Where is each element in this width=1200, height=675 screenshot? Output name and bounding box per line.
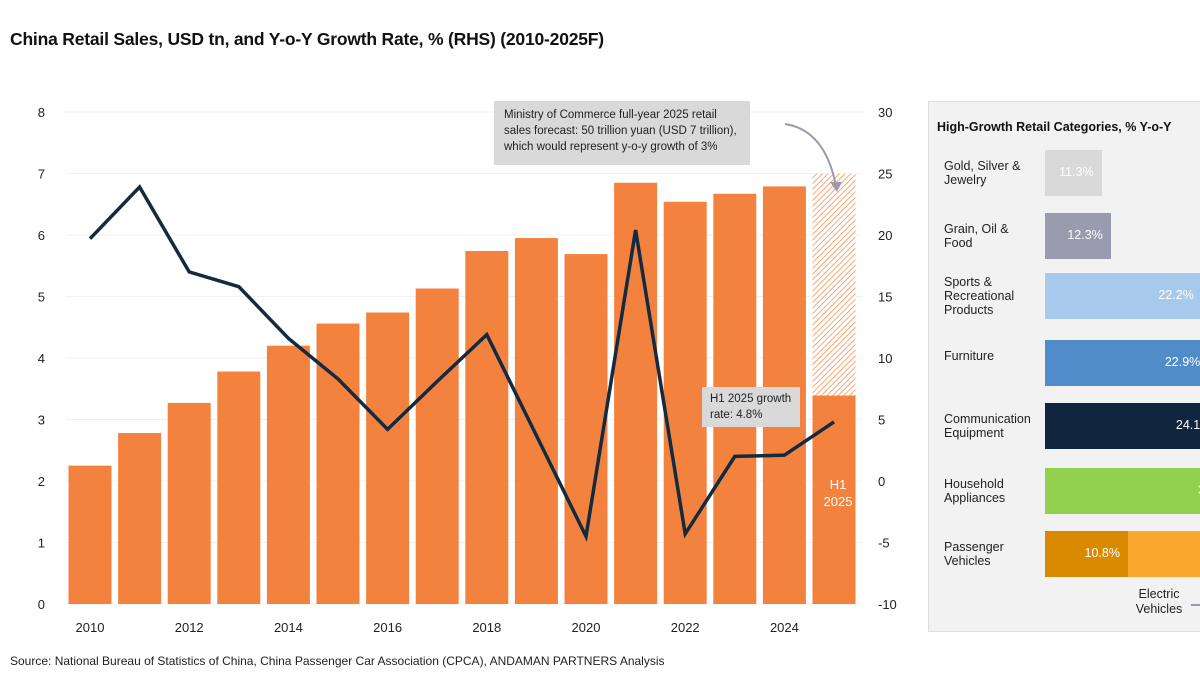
bar-2013 (217, 371, 261, 604)
x-axis-tick: 2014 (274, 620, 303, 635)
category-bar: 24.1% (1045, 403, 1200, 449)
growth-rate-line (88, 184, 835, 543)
source-note: Source: National Bureau of Statistics of… (10, 654, 665, 668)
category-value: 24.1% (1175, 418, 1200, 432)
x-axis-tick: 2024 (770, 620, 799, 635)
category-bar: 3 (1045, 468, 1200, 514)
chart-title: China Retail Sales, USD tn, and Y-o-Y Gr… (10, 29, 604, 49)
x-axis-tick: 2016 (373, 620, 402, 635)
bar-2011 (118, 433, 162, 604)
left-axis-tick: 6 (38, 228, 45, 243)
x-axis-tick: 2022 (671, 620, 700, 635)
panel-title: High-Growth Retail Categories, % Y-o-Y (937, 120, 1172, 134)
x-axis-tick: 2020 (572, 620, 601, 635)
left-axis-tick: 7 (38, 167, 45, 182)
electric-vehicles-label: Electric Vehicles (1135, 587, 1183, 616)
bar-2012 (167, 402, 211, 604)
left-axis-tick: 3 (38, 413, 45, 428)
category-bar: 11.3% (1045, 150, 1102, 196)
bar-2014 (266, 345, 310, 604)
category-value: 22.2% (1158, 288, 1194, 302)
x-axis-tick: 2010 (76, 620, 105, 635)
category-label: Furniture (944, 349, 995, 363)
h1-label: H1 (829, 477, 847, 492)
forecast-arrow (784, 123, 837, 187)
left-axis-tick: 5 (38, 290, 45, 305)
left-axis-tick: 0 (38, 597, 45, 612)
h1-2025-label: H1 2025 (817, 476, 859, 510)
bar-2010 (68, 465, 112, 604)
bar-2018 (465, 250, 509, 605)
category-value: 22.9% (1164, 355, 1200, 369)
left-axis-tick: 8 (38, 105, 45, 120)
forecast-arrowhead-icon (830, 182, 842, 192)
left-axis-tick: 2 (38, 474, 45, 489)
category-bar: 22.9% (1045, 340, 1200, 386)
category-label: Communication Equipment (944, 412, 1031, 440)
bar-2020 (564, 254, 608, 604)
category-bar: 12.3% (1045, 213, 1111, 259)
category-value: 10.8% (1084, 546, 1120, 560)
bar-2017 (415, 288, 459, 604)
x-axis-tick: 2012 (175, 620, 204, 635)
h1-growth-callout: H1 2025 growth rate: 4.8% (702, 387, 800, 427)
right-axis-tick: 20 (878, 228, 892, 243)
right-axis-tick: 5 (878, 413, 885, 428)
category-bar: 22.2% (1045, 273, 1200, 319)
right-axis-tick: 15 (878, 290, 892, 305)
category-label: Sports & Recreational Products (944, 275, 1015, 317)
category-value: 12.3% (1067, 228, 1103, 242)
right-axis-tick: 25 (878, 167, 892, 182)
category-bar: 10.8% (1045, 531, 1128, 577)
right-axis-tick: 30 (878, 105, 892, 120)
category-value: 11.3% (1059, 165, 1094, 179)
category-value: 3 (1198, 483, 1200, 497)
bar-2022 (663, 201, 707, 605)
left-axis-tick: 4 (38, 351, 45, 366)
high-growth-categories-panel: High-Growth Retail Categories, % Y-o-Y G… (928, 101, 1200, 632)
x-axis-tick: 2018 (472, 620, 501, 635)
bar-2019 (514, 238, 558, 604)
right-axis-tick: 10 (878, 351, 892, 366)
right-axis-tick: -5 (878, 536, 890, 551)
category-label: Gold, Silver & Jewelry (944, 159, 1021, 187)
right-axis-tick: -10 (878, 597, 897, 612)
forecast-callout: Ministry of Commerce full-year 2025 reta… (494, 101, 750, 165)
category-label: Passenger Vehicles (944, 540, 1004, 568)
category-label: Household Appliances (944, 477, 1006, 505)
bar-2016 (366, 312, 410, 604)
category-label: Grain, Oil & Food (944, 222, 1009, 250)
year-label: 2025 (823, 494, 853, 509)
bar-2021 (614, 182, 658, 604)
ev-pointer (1191, 604, 1200, 606)
bar-2015 (316, 323, 360, 604)
left-axis-tick: 1 (38, 536, 45, 551)
right-axis-tick: 0 (878, 474, 885, 489)
